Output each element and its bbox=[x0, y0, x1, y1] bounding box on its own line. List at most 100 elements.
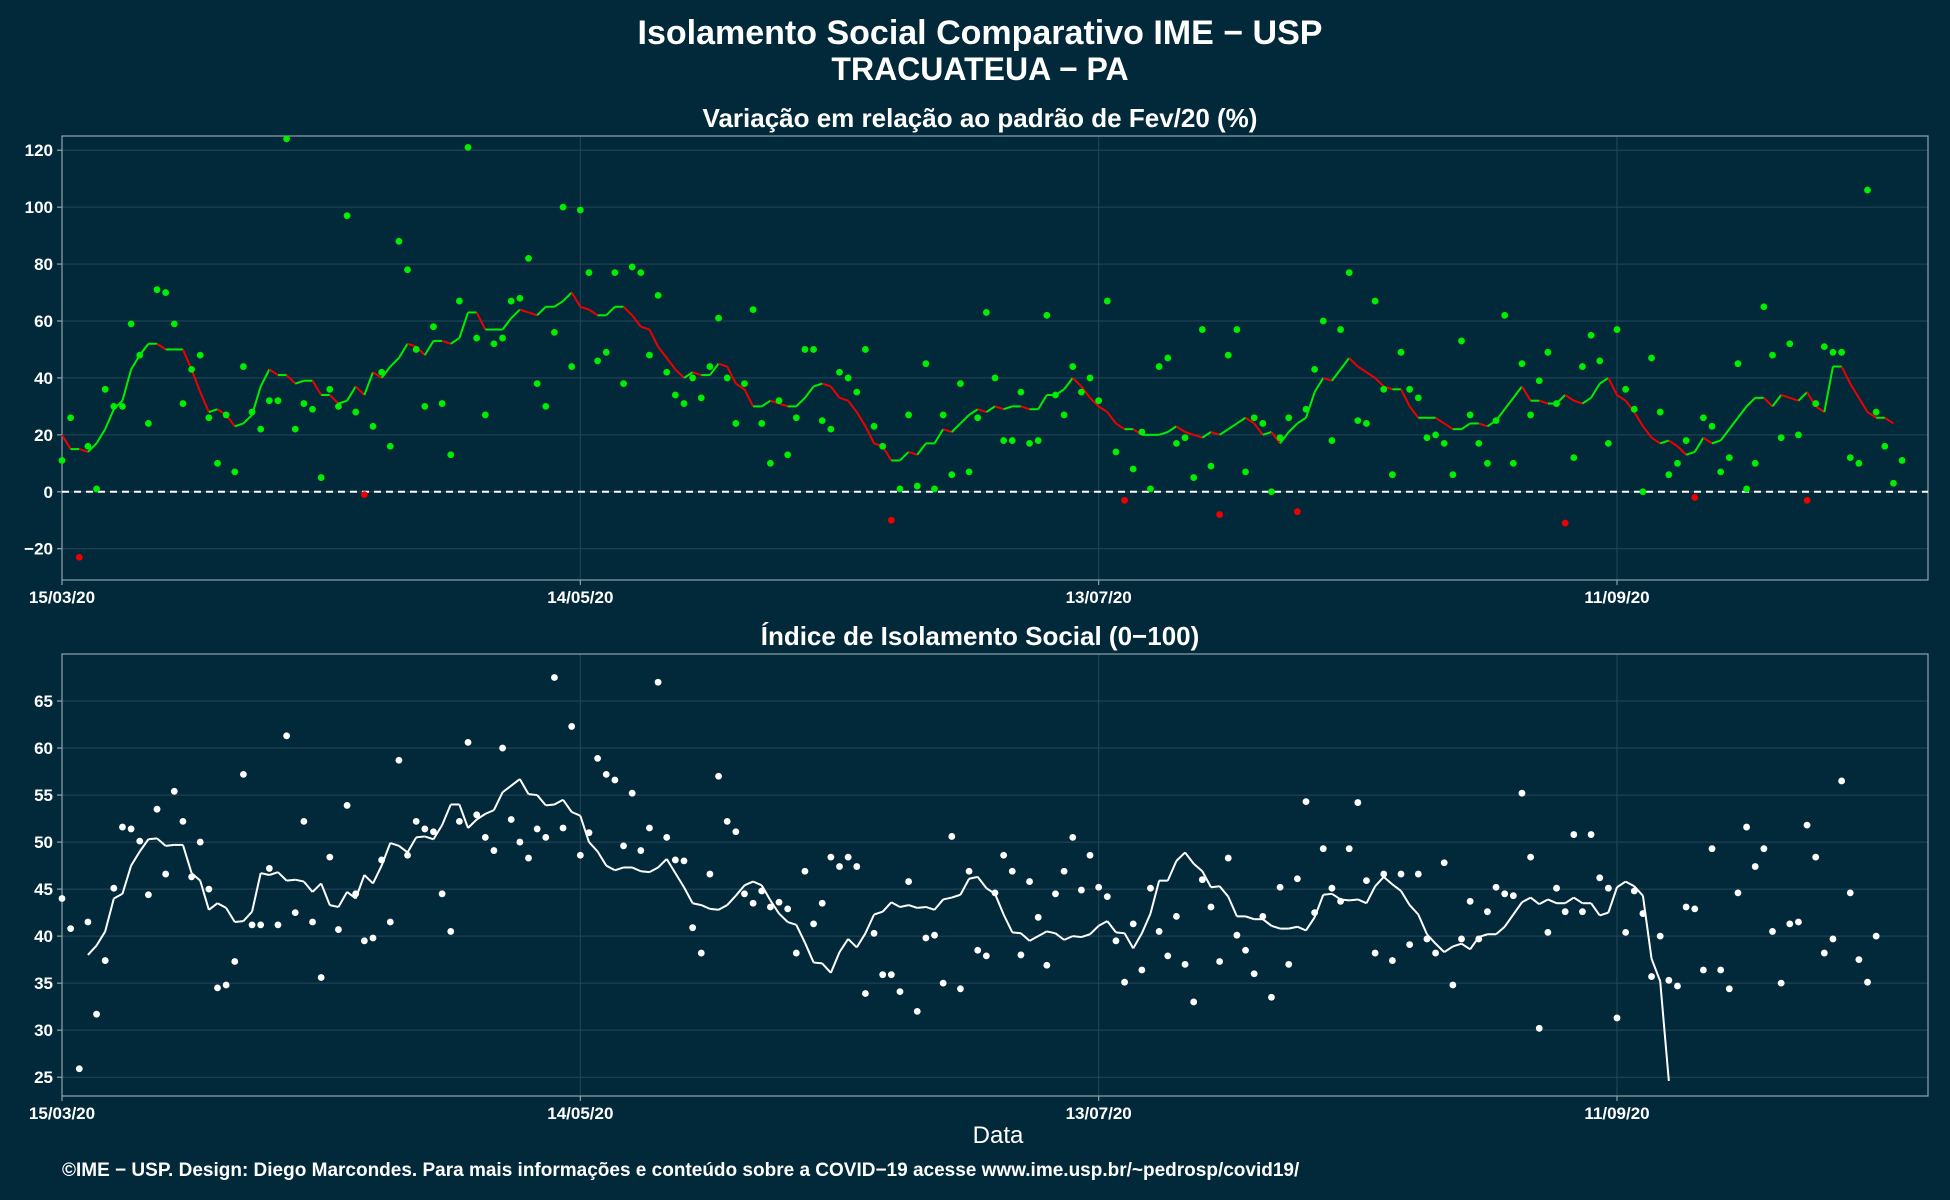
variation-moving-average-segment bbox=[665, 357, 677, 370]
variation-moving-average-segment bbox=[899, 451, 910, 462]
index-data-point bbox=[335, 926, 342, 933]
index-moving-average-segment bbox=[148, 837, 158, 841]
variation-data-point bbox=[663, 368, 671, 376]
variation-data-point bbox=[1561, 519, 1569, 527]
variation-data-point bbox=[1363, 420, 1370, 427]
index-moving-average-segment bbox=[1633, 885, 1644, 897]
index-data-point bbox=[75, 1065, 83, 1073]
variation-data-point bbox=[1095, 397, 1103, 405]
index-data-point bbox=[240, 770, 247, 778]
index-data-point bbox=[801, 867, 809, 875]
variation-data-point bbox=[862, 346, 869, 353]
variation-data-point bbox=[1527, 411, 1535, 419]
index-moving-average-segment bbox=[968, 875, 978, 880]
variation-data-point bbox=[1181, 434, 1189, 442]
variation-data-point bbox=[110, 402, 118, 410]
index-data-point bbox=[205, 885, 213, 893]
variation-data-point bbox=[516, 294, 524, 302]
index-x-tick-label: 15/03/20 bbox=[29, 1104, 95, 1123]
variation-data-point bbox=[75, 553, 83, 561]
variation-moving-average-segment bbox=[580, 305, 590, 311]
variation-data-point bbox=[792, 414, 800, 422]
index-data-point bbox=[870, 929, 878, 937]
variation-moving-average-segment bbox=[1693, 437, 1705, 453]
variation-moving-average-segment bbox=[1884, 416, 1894, 425]
index-data-point bbox=[179, 817, 187, 825]
index-y-tick-label: 65 bbox=[34, 692, 53, 711]
variation-moving-average-segment bbox=[605, 306, 616, 317]
index-y-tick-label: 55 bbox=[34, 786, 53, 805]
index-data-point bbox=[1579, 908, 1586, 916]
index-moving-average-segment bbox=[908, 904, 918, 909]
variation-data-point bbox=[1397, 348, 1405, 356]
variation-data-point bbox=[1406, 385, 1414, 393]
variation-moving-average-segment bbox=[830, 385, 841, 399]
index-moving-average-segment bbox=[363, 874, 374, 885]
index-data-point bbox=[1319, 845, 1327, 853]
index-moving-average-segment bbox=[631, 866, 642, 873]
variation-moving-average-segment bbox=[363, 371, 374, 396]
variation-moving-average-segment bbox=[657, 346, 668, 359]
index-moving-average-segment bbox=[87, 944, 98, 956]
variation-data-point bbox=[127, 320, 135, 328]
variation-moving-average-segment bbox=[562, 291, 573, 302]
index-moving-average-segment bbox=[234, 920, 244, 924]
index-moving-average-segment bbox=[1098, 920, 1108, 927]
variation-data-point bbox=[1864, 186, 1871, 194]
variation-data-point bbox=[136, 351, 144, 359]
variation-data-point bbox=[1492, 417, 1500, 425]
variation-data-point bbox=[1319, 317, 1327, 325]
variation-moving-average-segment bbox=[674, 368, 685, 379]
variation-data-point bbox=[395, 237, 403, 245]
variation-data-point bbox=[67, 414, 75, 422]
variation-moving-average-segment bbox=[1003, 405, 1013, 411]
variation-moving-average-segment bbox=[423, 340, 435, 356]
index-data-point bbox=[1155, 928, 1163, 935]
variation-data-point bbox=[611, 269, 619, 277]
variation-data-point bbox=[844, 374, 852, 382]
index-data-point bbox=[144, 891, 152, 899]
index-moving-average-segment bbox=[1037, 930, 1048, 938]
variation-data-point bbox=[481, 411, 489, 419]
variation-data-point bbox=[1881, 442, 1889, 450]
variation-data-point bbox=[326, 385, 334, 393]
index-data-point bbox=[1561, 908, 1569, 916]
variation-data-point bbox=[1198, 326, 1206, 333]
variation-data-point bbox=[1285, 414, 1293, 422]
index-data-point bbox=[378, 856, 386, 864]
index-data-point bbox=[127, 825, 135, 833]
variation-data-point bbox=[412, 346, 420, 353]
variation-moving-average-segment bbox=[761, 399, 771, 408]
index-data-point bbox=[723, 817, 731, 825]
variation-data-point bbox=[1311, 365, 1319, 373]
index-moving-average-segment bbox=[760, 884, 772, 901]
variation-data-point bbox=[1388, 471, 1396, 479]
index-moving-average-segment bbox=[1391, 883, 1402, 892]
variation-y-tick-label: 0 bbox=[44, 483, 53, 502]
variation-moving-average-segment bbox=[1607, 377, 1618, 396]
variation-data-point bbox=[1086, 374, 1094, 382]
variation-data-point bbox=[153, 286, 161, 294]
variation-data-point bbox=[1604, 439, 1612, 447]
variation-data-point bbox=[473, 334, 481, 342]
index-moving-average-segment bbox=[1573, 896, 1583, 905]
index-y-tick-label: 25 bbox=[34, 1068, 53, 1087]
index-data-point bbox=[1639, 910, 1647, 917]
variation-data-point bbox=[853, 388, 861, 396]
variation-moving-average-segment bbox=[1581, 397, 1592, 405]
index-data-point bbox=[265, 865, 273, 872]
index-moving-average-segment bbox=[518, 778, 530, 795]
index-data-point bbox=[1388, 957, 1396, 964]
index-data-point bbox=[516, 838, 524, 846]
variation-data-point bbox=[1639, 488, 1647, 496]
variation-data-point bbox=[1449, 471, 1457, 479]
variation-moving-average-segment bbox=[640, 325, 650, 331]
index-data-point bbox=[611, 776, 619, 784]
variation-moving-average-segment bbox=[355, 385, 366, 396]
variation-moving-average-segment bbox=[933, 428, 945, 444]
variation-data-point bbox=[430, 323, 437, 331]
index-moving-average-segment bbox=[476, 813, 486, 821]
index-moving-average-segment bbox=[1503, 913, 1515, 928]
index-data-point bbox=[1795, 918, 1802, 926]
variation-data-point bbox=[1466, 411, 1474, 419]
